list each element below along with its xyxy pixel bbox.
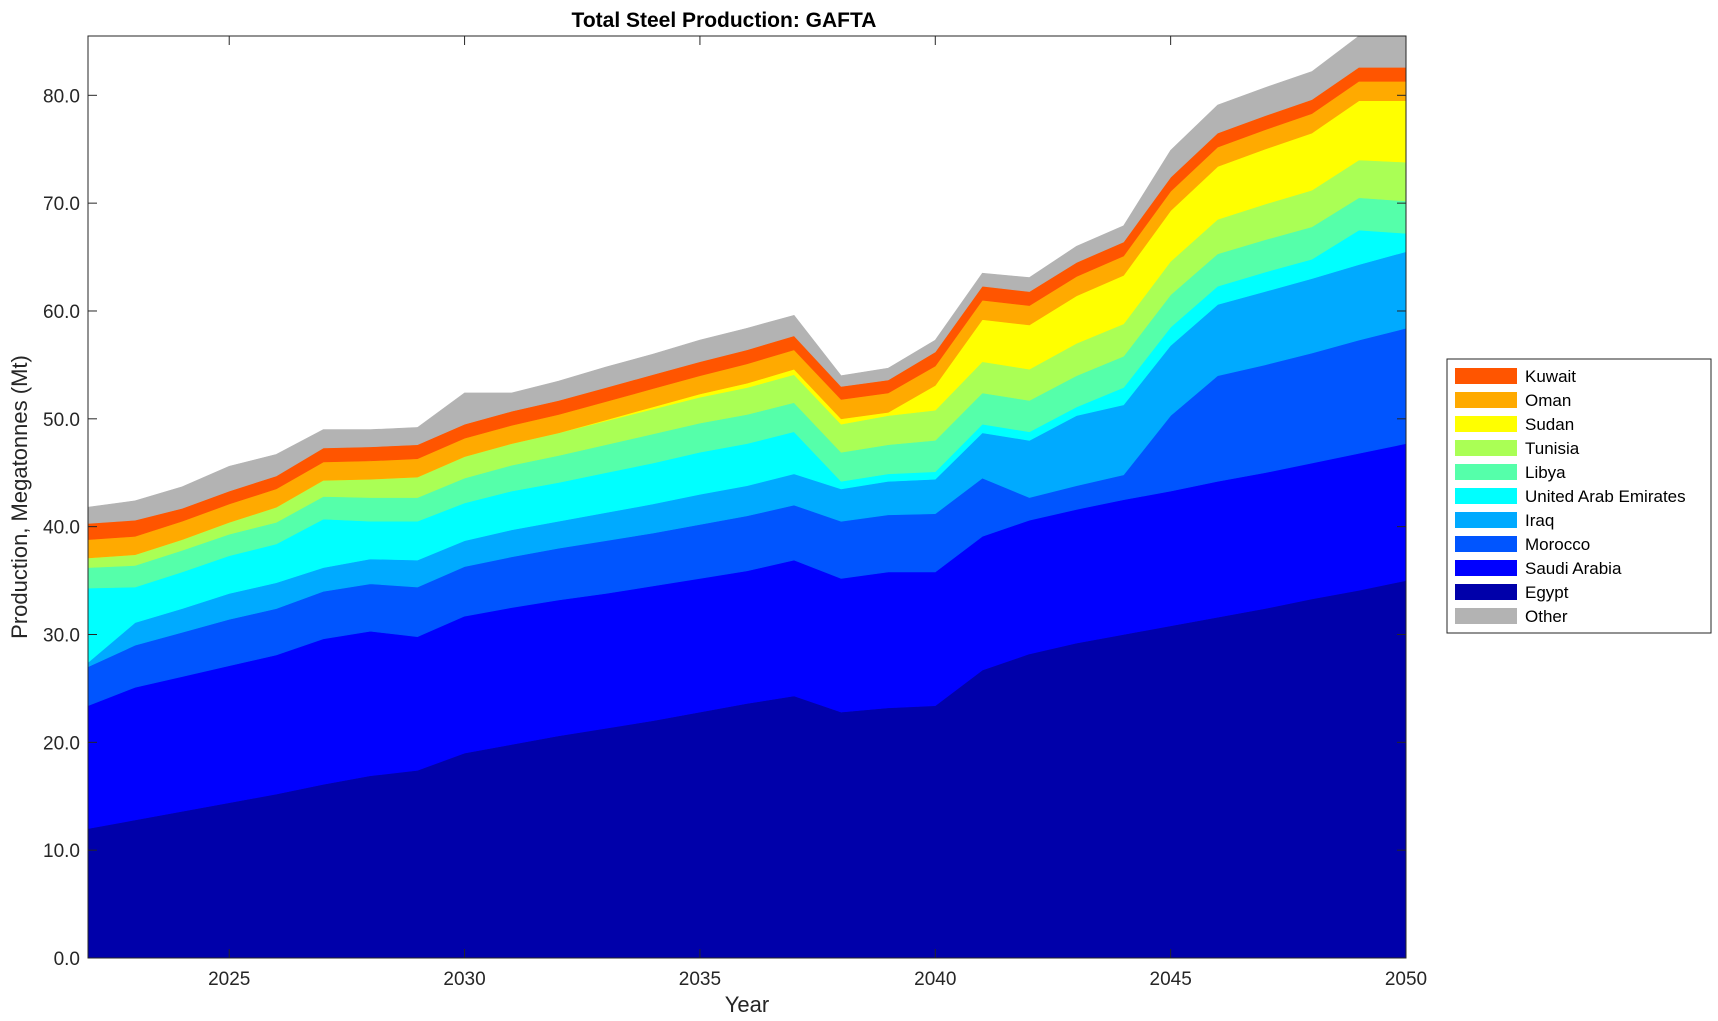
legend-label-libya: Libya — [1525, 463, 1566, 482]
legend-swatch-egypt — [1455, 584, 1517, 600]
y-axis: 0.0 10.0 20.0 30.0 40.0 50.0 60.0 70.0 80.0 — [43, 86, 1406, 970]
areas-layer — [88, 36, 1406, 958]
y-tick-label: 80.0 — [43, 86, 80, 107]
legend-swatch-tunisia — [1455, 440, 1517, 456]
legend-label-egypt: Egypt — [1525, 583, 1569, 602]
y-tick-label: 70.0 — [43, 194, 80, 215]
x-axis-label: Year — [725, 992, 769, 1017]
x-tick-label: 2035 — [679, 969, 721, 990]
x-tick-label: 2050 — [1385, 969, 1427, 990]
legend-swatch-iraq — [1455, 512, 1517, 528]
legend-label-oman: Oman — [1525, 391, 1571, 410]
legend-swatch-morocco — [1455, 536, 1517, 552]
x-tick-label: 2040 — [914, 969, 956, 990]
legend-swatch-kuwait — [1455, 368, 1517, 384]
chart-title: Total Steel Production: GAFTA — [572, 9, 877, 32]
legend-label-tunisia: Tunisia — [1525, 439, 1580, 458]
y-tick-label: 20.0 — [43, 733, 80, 754]
area-other — [88, 36, 1406, 524]
y-tick-label: 30.0 — [43, 625, 80, 646]
x-tick-label: 2030 — [443, 969, 485, 990]
y-tick-label: 60.0 — [43, 302, 80, 323]
plot-frame — [87, 35, 1407, 959]
legend-swatch-saudi-arabia — [1455, 560, 1517, 576]
x-tick-label: 2045 — [1150, 969, 1192, 990]
legend-swatch-oman — [1455, 392, 1517, 408]
legend-label-other: Other — [1525, 607, 1568, 626]
y-tick-label: 40.0 — [43, 518, 80, 539]
legend-label-morocco: Morocco — [1525, 535, 1590, 554]
y-tick-label: 50.0 — [43, 410, 80, 431]
legend: Kuwait Oman Sudan Tunisia Libya United Arab E… — [1446, 358, 1712, 634]
legend-label-kuwait: Kuwait — [1525, 367, 1576, 386]
x-axis: 2025 2030 2035 2040 2045 2050 — [208, 36, 1427, 990]
legend-label-sudan: Sudan — [1525, 415, 1574, 434]
y-tick-label: 10.0 — [43, 841, 80, 862]
y-axis-label: Production, Megatonnes (Mt) — [7, 355, 32, 639]
legend-label-iraq: Iraq — [1525, 511, 1554, 530]
legend-swatch-libya — [1455, 464, 1517, 480]
legend-label-united-arab-emirates: United Arab Emirates — [1525, 487, 1686, 506]
legend-swatch-other — [1455, 608, 1517, 624]
legend-label-saudi-arabia: Saudi Arabia — [1525, 559, 1622, 578]
y-tick-label: 0.0 — [54, 949, 80, 970]
x-tick-label: 2025 — [208, 969, 250, 990]
legend-swatch-united-arab-emirates — [1455, 488, 1517, 504]
legend-swatch-sudan — [1455, 416, 1517, 432]
